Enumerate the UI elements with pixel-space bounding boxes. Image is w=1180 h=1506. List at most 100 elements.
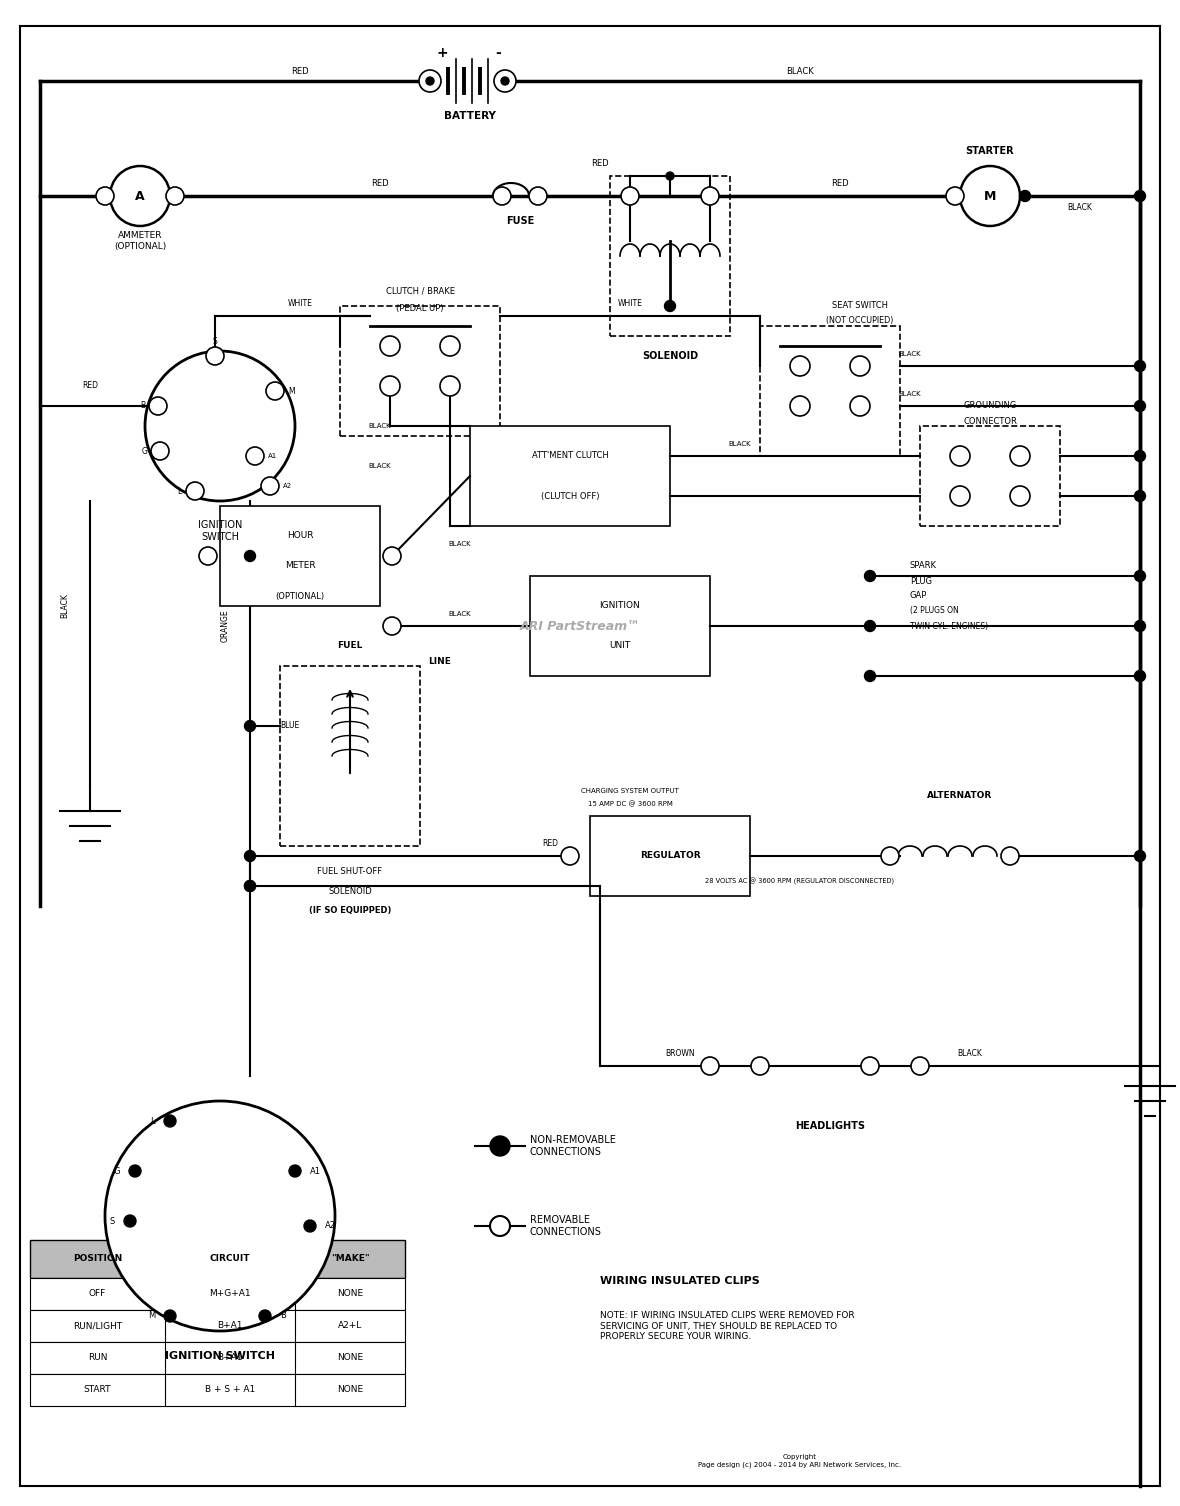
Circle shape — [961, 166, 1020, 226]
Circle shape — [490, 1215, 510, 1236]
Text: NONE: NONE — [337, 1289, 363, 1298]
Text: UNIT: UNIT — [609, 642, 630, 651]
Circle shape — [244, 851, 256, 861]
Circle shape — [861, 1057, 879, 1075]
Circle shape — [881, 846, 899, 864]
FancyBboxPatch shape — [30, 1310, 405, 1342]
Circle shape — [245, 447, 264, 465]
Text: B: B — [140, 402, 145, 411]
Circle shape — [490, 1136, 510, 1157]
Text: RED: RED — [372, 179, 389, 188]
Text: NOTE: IF WIRING INSULATED CLIPS WERE REMOVED FOR
SERVICING OF UNIT, THEY SHOULD : NOTE: IF WIRING INSULATED CLIPS WERE REM… — [599, 1312, 854, 1340]
Circle shape — [380, 376, 400, 396]
Text: RED: RED — [291, 66, 309, 75]
Text: NONE: NONE — [337, 1354, 363, 1363]
Circle shape — [1134, 491, 1146, 501]
Text: FUEL: FUEL — [337, 642, 362, 651]
Circle shape — [96, 187, 114, 205]
Circle shape — [911, 1057, 929, 1075]
Text: WHITE: WHITE — [288, 300, 313, 309]
Text: STARTER: STARTER — [965, 146, 1015, 157]
Circle shape — [666, 172, 674, 181]
Text: OFF: OFF — [88, 1289, 106, 1298]
Text: START: START — [84, 1386, 111, 1395]
Text: CHARGING SYSTEM OUTPUT: CHARGING SYSTEM OUTPUT — [581, 788, 678, 794]
Text: (CLUTCH OFF): (CLUTCH OFF) — [540, 491, 599, 500]
Text: WIRING INSULATED CLIPS: WIRING INSULATED CLIPS — [599, 1276, 760, 1286]
Text: (PEDAL UP): (PEDAL UP) — [396, 304, 444, 313]
Text: SEAT SWITCH: SEAT SWITCH — [832, 301, 889, 310]
Circle shape — [380, 336, 400, 355]
Text: A2: A2 — [283, 483, 293, 489]
Text: BLACK: BLACK — [899, 392, 922, 398]
Circle shape — [151, 441, 169, 459]
Text: GROUNDING: GROUNDING — [963, 402, 1017, 411]
Circle shape — [560, 846, 579, 864]
Text: SPARK: SPARK — [910, 562, 937, 571]
Circle shape — [1134, 401, 1146, 411]
Text: SOLENOID: SOLENOID — [642, 351, 699, 361]
Circle shape — [1134, 620, 1146, 631]
Circle shape — [206, 346, 224, 364]
Text: IGNITION: IGNITION — [599, 601, 641, 610]
FancyBboxPatch shape — [30, 1373, 405, 1407]
Text: A1: A1 — [310, 1167, 321, 1176]
Text: B+A1: B+A1 — [217, 1354, 243, 1363]
Text: REGULATOR: REGULATOR — [640, 851, 700, 860]
Circle shape — [186, 482, 204, 500]
Text: S: S — [212, 336, 217, 345]
Text: Copyright
Page design (c) 2004 - 2014 by ARI Network Services, Inc.: Copyright Page design (c) 2004 - 2014 by… — [699, 1455, 902, 1468]
Text: REMOVABLE
CONNECTIONS: REMOVABLE CONNECTIONS — [530, 1215, 602, 1236]
Text: (2 PLUGS ON: (2 PLUGS ON — [910, 607, 958, 616]
Text: BLACK: BLACK — [1068, 203, 1093, 212]
Text: RED: RED — [81, 381, 98, 390]
FancyBboxPatch shape — [470, 426, 670, 526]
Circle shape — [164, 1310, 176, 1322]
Circle shape — [865, 620, 876, 631]
Circle shape — [1134, 670, 1146, 682]
FancyBboxPatch shape — [219, 506, 380, 605]
Circle shape — [850, 355, 870, 376]
Text: AMMETER
(OPTIONAL): AMMETER (OPTIONAL) — [114, 232, 166, 250]
Text: HEADLIGHTS: HEADLIGHTS — [795, 1120, 865, 1131]
Circle shape — [1134, 360, 1146, 372]
Text: BLACK: BLACK — [448, 541, 471, 547]
Text: BLACK: BLACK — [957, 1050, 983, 1059]
Circle shape — [199, 547, 217, 565]
Circle shape — [164, 1114, 176, 1126]
Circle shape — [946, 187, 964, 205]
Circle shape — [664, 301, 675, 312]
Text: RUN: RUN — [87, 1354, 107, 1363]
Text: BLACK: BLACK — [786, 66, 814, 75]
Text: BATTERY: BATTERY — [444, 111, 496, 120]
Circle shape — [494, 69, 516, 92]
Text: GAP: GAP — [910, 592, 927, 601]
Circle shape — [789, 396, 809, 416]
Circle shape — [1134, 450, 1146, 461]
Text: TWIN CYL. ENGINES): TWIN CYL. ENGINES) — [910, 622, 988, 631]
Circle shape — [950, 446, 970, 465]
Circle shape — [244, 881, 256, 892]
Text: IGNITION SWITCH: IGNITION SWITCH — [165, 1351, 275, 1361]
Text: CONNECTOR: CONNECTOR — [963, 417, 1017, 426]
Text: BLACK: BLACK — [368, 462, 392, 468]
Circle shape — [865, 571, 876, 581]
Text: -: - — [496, 47, 500, 60]
Text: A2: A2 — [324, 1221, 336, 1230]
Text: WHITE: WHITE — [617, 300, 642, 309]
FancyBboxPatch shape — [30, 1279, 405, 1310]
Circle shape — [289, 1166, 301, 1178]
Text: HOUR: HOUR — [287, 532, 313, 541]
Circle shape — [1134, 851, 1146, 861]
Text: CLUTCH / BRAKE: CLUTCH / BRAKE — [386, 286, 454, 295]
Text: M+G+A1: M+G+A1 — [209, 1289, 251, 1298]
Text: S: S — [110, 1217, 114, 1226]
Circle shape — [244, 881, 256, 892]
FancyBboxPatch shape — [30, 1239, 405, 1279]
Text: RED: RED — [591, 160, 609, 169]
Text: M: M — [148, 1312, 155, 1321]
Text: (OPTIONAL): (OPTIONAL) — [275, 592, 324, 601]
Text: ALTERNATOR: ALTERNATOR — [927, 792, 992, 801]
Text: NONE: NONE — [337, 1386, 363, 1395]
Text: BLACK: BLACK — [729, 441, 752, 447]
